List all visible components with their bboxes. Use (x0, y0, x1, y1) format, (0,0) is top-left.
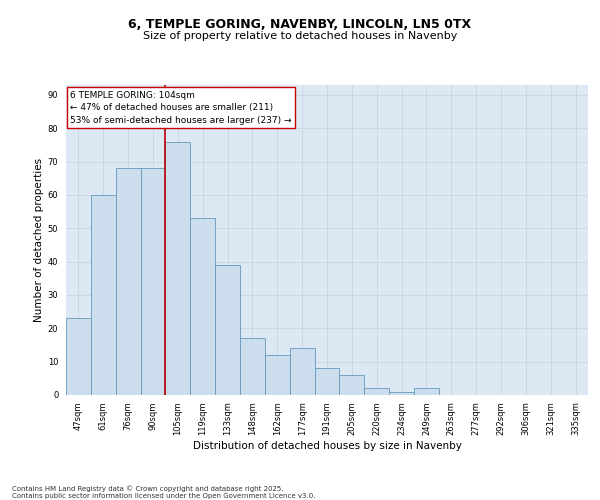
Bar (389, 392, 414, 395)
Bar (265, 355, 290, 395)
Bar (290, 348, 314, 395)
Bar (66, 318, 91, 395)
Text: Contains HM Land Registry data © Crown copyright and database right 2025.
Contai: Contains HM Land Registry data © Crown c… (12, 486, 316, 499)
Bar (166, 142, 190, 395)
Bar (340, 375, 364, 395)
Bar (414, 388, 439, 395)
Bar (116, 168, 140, 395)
Bar (364, 388, 389, 395)
Y-axis label: Number of detached properties: Number of detached properties (34, 158, 44, 322)
Text: Size of property relative to detached houses in Navenby: Size of property relative to detached ho… (143, 31, 457, 41)
Bar (240, 338, 265, 395)
Bar (215, 265, 240, 395)
X-axis label: Distribution of detached houses by size in Navenby: Distribution of detached houses by size … (193, 440, 461, 450)
Bar (314, 368, 340, 395)
Bar (91, 195, 116, 395)
Text: 6 TEMPLE GORING: 104sqm
← 47% of detached houses are smaller (211)
53% of semi-d: 6 TEMPLE GORING: 104sqm ← 47% of detache… (70, 90, 292, 124)
Text: 6, TEMPLE GORING, NAVENBY, LINCOLN, LN5 0TX: 6, TEMPLE GORING, NAVENBY, LINCOLN, LN5 … (128, 18, 472, 30)
Bar (190, 218, 215, 395)
Bar (140, 168, 166, 395)
